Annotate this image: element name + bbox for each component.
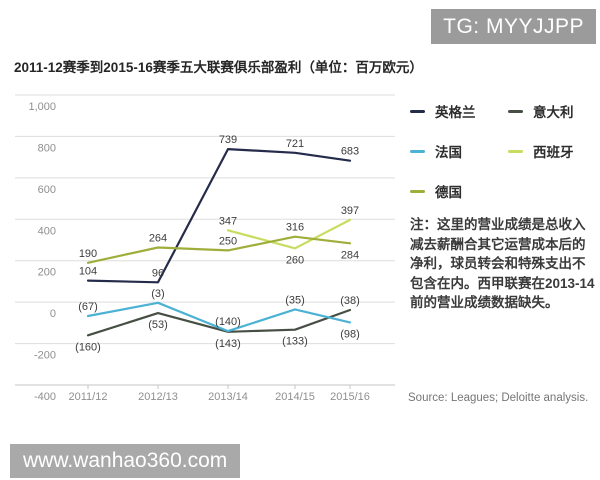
data-point-label: 250	[219, 235, 237, 247]
data-point-label: (140)	[215, 316, 241, 328]
chart-note: 注：这里的营业成绩是总收入减去薪酬合其它运营成本后的净利，球员转会和特殊支出不包…	[410, 217, 595, 310]
series-line-英格兰	[86, 147, 352, 284]
source-attribution: Source: Leagues; Deloitte analysis.	[408, 392, 589, 404]
y-tick-label: 600	[38, 184, 56, 196]
legend-item-法国: 法国	[410, 141, 508, 161]
legend-label: 德国	[435, 185, 462, 200]
data-point-label: 96	[152, 267, 164, 279]
series-line-西班牙	[226, 218, 352, 250]
legend-swatch-icon	[410, 149, 425, 153]
x-tick-label: 2011/12	[69, 391, 108, 403]
legend-label: 法国	[435, 145, 462, 160]
data-point-label: (3)	[151, 288, 164, 300]
profit-line-chart: 1,000 800 600 400 200 0 -200 -400 2011/12 2012/13…	[10, 88, 400, 420]
data-point-label: 316	[286, 222, 304, 234]
data-point-label: 264	[149, 233, 167, 245]
data-point-label: 739	[219, 134, 237, 146]
chart-canvas: 1,000 800 600 400 200 0 -200 -400 2011/12 2012/13…	[15, 94, 395, 403]
data-point-label: 397	[341, 205, 359, 217]
chart-legend: 英格兰 意大利法国 西班牙德国	[410, 101, 574, 201]
legend-swatch-icon	[508, 149, 523, 153]
data-point-label: 347	[219, 215, 237, 227]
legend-item-德国: 德国	[410, 181, 508, 201]
data-point-label: (38)	[340, 295, 360, 307]
data-point-label: (143)	[215, 338, 241, 350]
data-point-label: (53)	[148, 319, 168, 331]
y-tick-label: -400	[34, 391, 56, 403]
legend-label: 意大利	[533, 105, 574, 120]
data-point-label: (35)	[285, 294, 305, 306]
x-tick-label: 2013/14	[208, 391, 248, 403]
watermark-top-right-badge: TG: MYYJJPP	[431, 9, 596, 44]
data-point-label: 260	[286, 254, 304, 266]
data-point-label: (98)	[340, 328, 360, 340]
series-line-法国	[86, 301, 352, 333]
legend-swatch-icon	[508, 109, 523, 113]
legend-item-西班牙: 西班牙	[508, 141, 574, 161]
series-line-德国	[86, 235, 352, 264]
legend-swatch-icon	[410, 189, 425, 193]
legend-label: 英格兰	[435, 105, 476, 120]
data-point-label: 721	[286, 138, 304, 150]
legend-item-英格兰: 英格兰	[410, 101, 508, 121]
legend-swatch-icon	[410, 109, 425, 113]
data-point-label: (160)	[75, 341, 101, 353]
x-tick-label: 2015/16	[330, 391, 370, 403]
x-tick-label: 2012/13	[138, 391, 178, 403]
legend-label: 西班牙	[533, 145, 574, 160]
chart-title: 2011-12赛季到2015-16赛季五大联赛俱乐部盈利（单位：百万欧元）	[14, 60, 423, 75]
legend-item-意大利: 意大利	[508, 101, 574, 121]
y-tick-label: 800	[38, 142, 56, 154]
y-tick-label: -200	[34, 350, 56, 362]
x-tick-label: 2014/15	[275, 391, 315, 403]
y-tick-label: 0	[50, 308, 56, 320]
y-tick-label: 400	[38, 225, 56, 237]
data-point-label: 683	[341, 146, 359, 158]
data-point-label: 104	[79, 266, 97, 278]
y-tick-label: 1,000	[28, 101, 56, 113]
data-point-label: 284	[341, 249, 359, 261]
data-point-label: (133)	[282, 336, 308, 348]
y-tick-label: 200	[38, 267, 56, 279]
data-point-label: (67)	[78, 301, 98, 313]
watermark-bottom-left-badge: www.wanhao360.com	[10, 444, 241, 478]
data-point-label: 190	[79, 248, 97, 260]
